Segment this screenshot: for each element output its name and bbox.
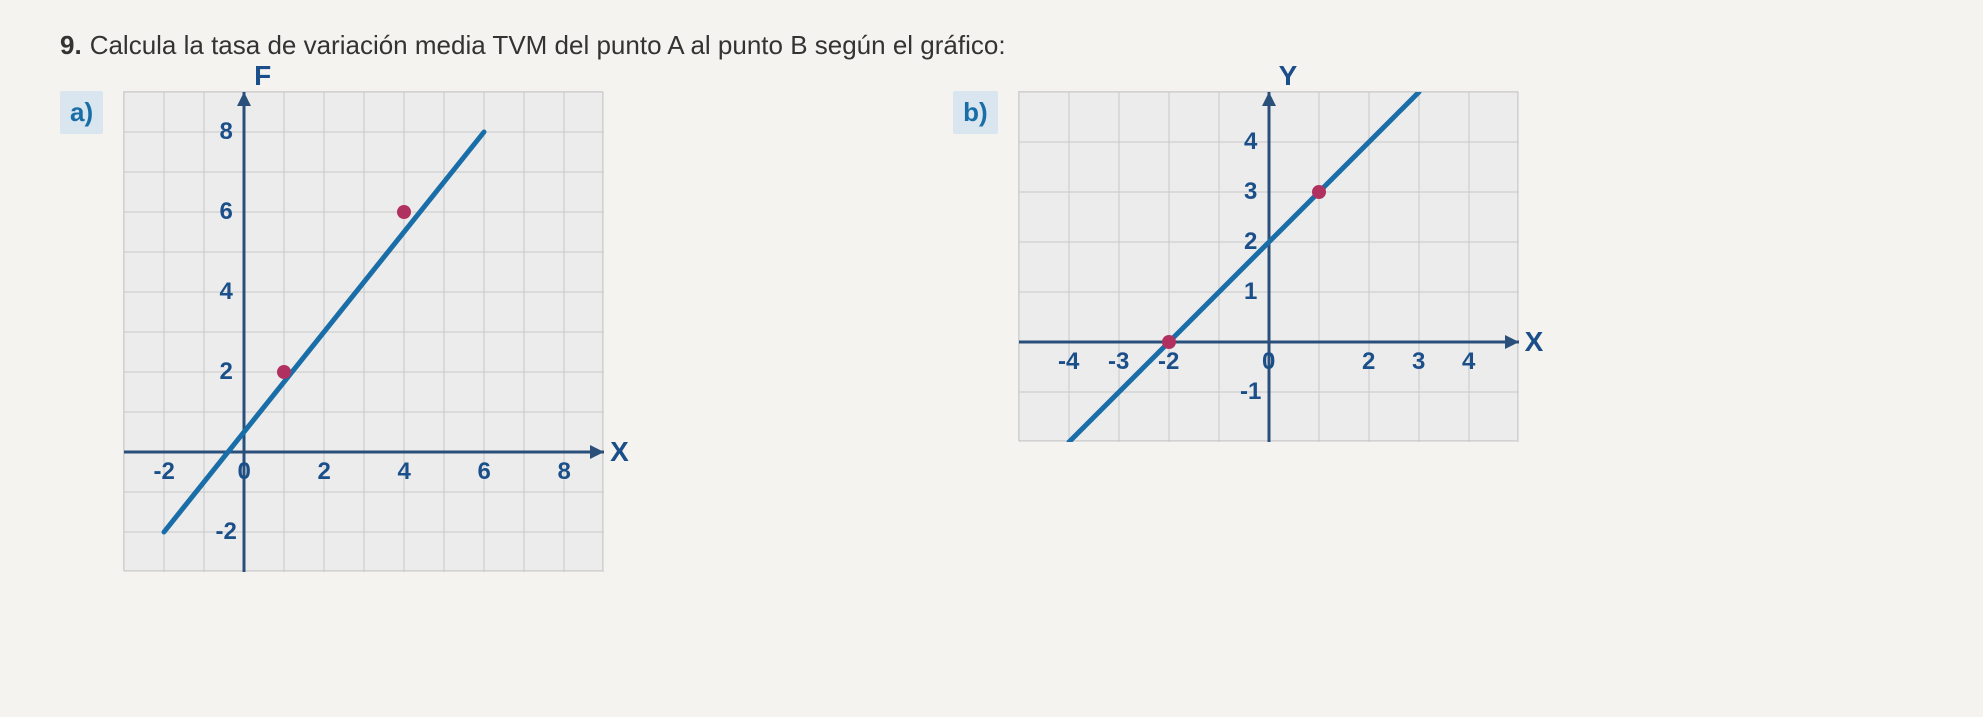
part-label-a: a) [60, 91, 103, 134]
x-tick-label: 3 [1412, 348, 1425, 376]
x-tick-label: 0 [1262, 348, 1275, 376]
x-tick-label: 2 [1362, 348, 1375, 376]
part-label-b: b) [953, 91, 998, 134]
x-tick-label: 8 [557, 458, 570, 486]
y-tick-label: 6 [219, 198, 232, 226]
question-number: 9. [60, 30, 82, 61]
x-tick-label: 4 [397, 458, 410, 486]
y-axis-label: Y [1279, 60, 1298, 92]
x-axis-label: X [610, 436, 629, 468]
question-prompt: 9. Calcula la tasa de variación media TV… [60, 30, 1923, 61]
x-axis-label: X [1525, 326, 1544, 358]
question-text: Calcula la tasa de variación media TVM d… [90, 30, 1006, 61]
y-tick-label: 2 [1244, 228, 1257, 256]
x-tick-label: -3 [1108, 348, 1129, 376]
y-tick-label: 4 [1244, 128, 1257, 156]
chart-b: -4-3-20234-11234YX [1018, 91, 1518, 441]
x-tick-label: -4 [1058, 348, 1079, 376]
y-tick-label: 2 [219, 358, 232, 386]
x-tick-label: 6 [477, 458, 490, 486]
x-tick-label: -2 [1158, 348, 1179, 376]
chart-block-a: a) -202468-22468FX [60, 91, 603, 571]
y-tick-label: 4 [219, 278, 232, 306]
y-tick-label: 8 [219, 118, 232, 146]
x-tick-label: 0 [237, 458, 250, 486]
x-tick-label: 2 [317, 458, 330, 486]
chart-a: -202468-22468FX [123, 91, 603, 571]
y-axis-label: F [254, 60, 271, 92]
y-tick-label: 3 [1244, 178, 1257, 206]
x-tick-label: 4 [1462, 348, 1475, 376]
x-tick-label: -2 [153, 458, 174, 486]
y-tick-label: -2 [215, 518, 236, 546]
charts-container: a) -202468-22468FX b) -4-3-20234-11234YX [60, 91, 1923, 571]
y-tick-label: 1 [1244, 278, 1257, 306]
y-tick-label: -1 [1240, 378, 1261, 406]
chart-block-b: b) -4-3-20234-11234YX [953, 91, 1518, 441]
